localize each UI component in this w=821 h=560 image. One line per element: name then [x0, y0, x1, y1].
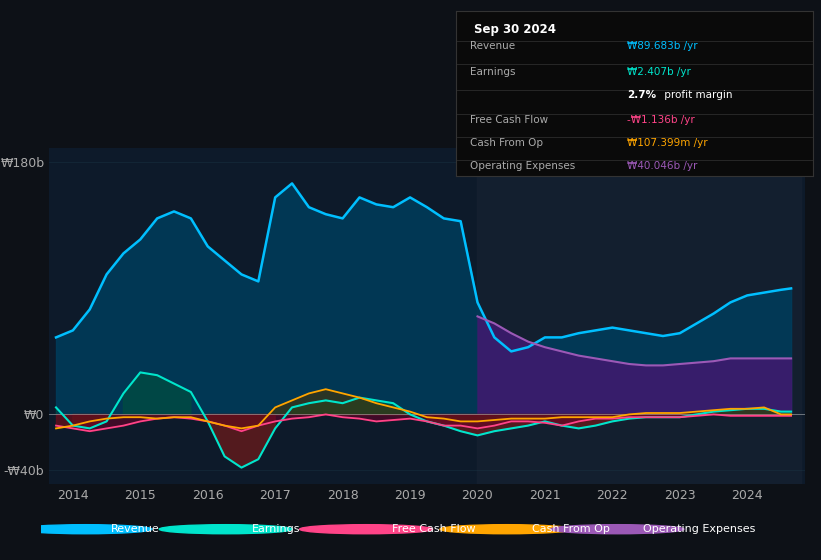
- Text: Operating Expenses: Operating Expenses: [470, 161, 576, 171]
- Text: Cash From Op: Cash From Op: [470, 138, 543, 148]
- Circle shape: [19, 525, 152, 534]
- FancyBboxPatch shape: [26, 503, 795, 556]
- Text: ₩107.399m /yr: ₩107.399m /yr: [627, 138, 708, 148]
- Text: Sep 30 2024: Sep 30 2024: [474, 23, 556, 36]
- Text: Earnings: Earnings: [252, 524, 300, 534]
- Text: Revenue: Revenue: [470, 41, 515, 51]
- Text: ₩89.683b /yr: ₩89.683b /yr: [627, 41, 698, 51]
- Text: Earnings: Earnings: [470, 67, 516, 77]
- Text: Free Cash Flow: Free Cash Flow: [470, 115, 548, 125]
- Circle shape: [300, 525, 433, 534]
- Text: Operating Expenses: Operating Expenses: [644, 524, 755, 534]
- Text: profit margin: profit margin: [661, 90, 732, 100]
- Text: Revenue: Revenue: [112, 524, 160, 534]
- Circle shape: [551, 525, 684, 534]
- Bar: [478, 148, 801, 484]
- Text: -₩1.136b /yr: -₩1.136b /yr: [627, 115, 695, 125]
- Text: ₩2.407b /yr: ₩2.407b /yr: [627, 67, 691, 77]
- Text: ₩40.046b /yr: ₩40.046b /yr: [627, 161, 698, 171]
- Text: Free Cash Flow: Free Cash Flow: [392, 524, 475, 534]
- Circle shape: [159, 525, 292, 534]
- Text: 2.7%: 2.7%: [627, 90, 656, 100]
- Circle shape: [440, 525, 573, 534]
- Text: Cash From Op: Cash From Op: [533, 524, 610, 534]
